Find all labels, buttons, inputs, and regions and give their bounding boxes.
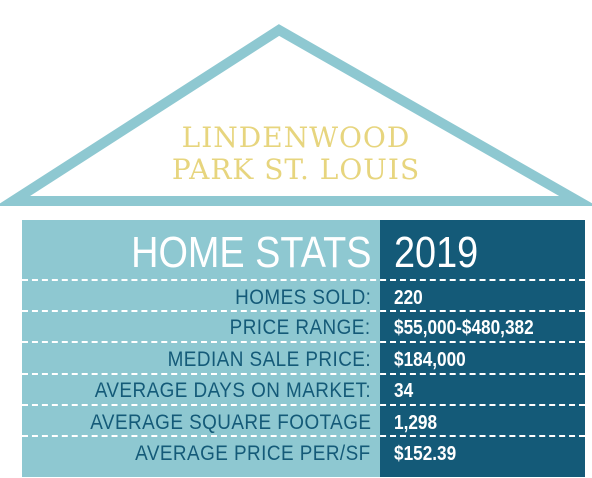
house-title: LINDENWOOD PARK ST. LOUIS <box>100 122 492 186</box>
row-divider <box>22 404 585 406</box>
stat-row-square-footage: AVERAGE SQUARE FOOTAGE 1,298 <box>22 407 585 437</box>
stat-value: $152.39 <box>394 443 457 465</box>
title-line-1: LINDENWOOD <box>181 121 411 154</box>
row-divider <box>22 435 585 437</box>
stat-row-price-range: PRICE RANGE: $55,000-$480,382 <box>22 312 585 342</box>
stat-row-homes-sold: HOMES SOLD: 220 <box>22 282 585 312</box>
title-line-2: PARK ST. LOUIS <box>171 153 421 186</box>
stat-row-median-sale-price: MEDIAN SALE PRICE: $184,000 <box>22 344 585 374</box>
stat-value: 220 <box>394 287 423 309</box>
stat-label: AVERAGE SQUARE FOOTAGE <box>89 411 371 434</box>
home-stats-heading: HOME STATS <box>130 228 371 277</box>
stats-labels-column <box>22 220 380 477</box>
stat-value: 34 <box>394 380 414 402</box>
row-divider <box>22 310 585 312</box>
stat-label: HOMES SOLD: <box>234 286 371 309</box>
stat-row-price-per-sf: AVERAGE PRICE PER/SF $152.39 <box>22 438 585 468</box>
roof-outline <box>0 24 592 206</box>
row-divider <box>22 279 585 281</box>
stats-panel: HOME STATS 2019 HOMES SOLD: 220 PRICE RA… <box>22 220 585 477</box>
stat-row-days-on-market: AVERAGE DAYS ON MARKET: 34 <box>22 375 585 405</box>
stat-label: MEDIAN SALE PRICE: <box>167 348 371 371</box>
stat-value: $55,000-$480,382 <box>394 317 534 339</box>
row-divider <box>22 341 585 343</box>
stat-value: $184,000 <box>394 349 466 371</box>
stat-label: AVERAGE PRICE PER/SF <box>135 442 371 465</box>
stat-label: AVERAGE DAYS ON MARKET: <box>94 379 371 402</box>
stats-values-column <box>380 220 585 477</box>
row-divider <box>22 373 585 375</box>
year-heading: 2019 <box>394 228 479 277</box>
stat-label: PRICE RANGE: <box>230 316 371 339</box>
stat-value: 1,298 <box>394 412 438 434</box>
